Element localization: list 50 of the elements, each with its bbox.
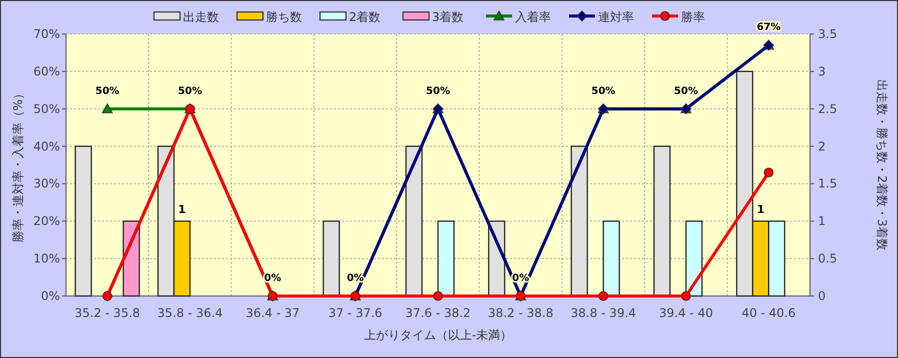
data-label: 67% <box>756 22 781 34</box>
legend-label: 勝ち数 <box>266 10 302 24</box>
y-tick-label: 20% <box>33 214 60 228</box>
y2-tick-label: 2 <box>818 139 826 154</box>
x-tick-label: 38.2 - 38.8 <box>488 306 554 320</box>
y2-tick-label: 0.5 <box>818 252 838 266</box>
y2-tick-label: 3 <box>818 64 826 78</box>
bar <box>74 146 92 297</box>
y-tick-label: 50% <box>33 102 60 116</box>
x-tick-label: 38.8 - 39.4 <box>570 306 636 320</box>
point <box>681 291 691 301</box>
data-label: 50% <box>674 86 698 97</box>
y2-tick-label: 0 <box>818 289 826 303</box>
data-label: 50% <box>178 86 202 97</box>
data-label: 50% <box>95 86 120 97</box>
point <box>764 168 774 178</box>
y2-tick-label: 1 <box>818 214 826 228</box>
legend-label: 2着数 <box>349 10 381 24</box>
x-tick-label: 39.4 - 40 <box>659 306 713 320</box>
x-tick-label: 40 - 40.6 <box>742 306 796 320</box>
y-tick-label: 40% <box>33 139 60 154</box>
legend-label: 出走数 <box>183 10 219 24</box>
y-tick-label: 70% <box>33 27 60 41</box>
bar <box>685 220 703 297</box>
x-tick-label: 35.2 - 35.8 <box>74 306 140 320</box>
data-label: 1 <box>756 203 764 216</box>
x-tick-label: 36.4 - 37 <box>246 306 300 320</box>
data-label: 50% <box>591 86 616 97</box>
y2-tick-label: 2.5 <box>818 102 838 116</box>
y2-tick-label: 1.5 <box>818 176 838 191</box>
point <box>433 291 443 301</box>
y-tick-label: 10% <box>33 252 60 266</box>
x-tick-label: 37 - 37.6 <box>328 306 382 320</box>
legend-label: 勝率 <box>681 10 705 24</box>
legend-label: 入着率 <box>515 10 551 24</box>
x-axis-title: 上がりタイム（以上-未満） <box>364 328 512 342</box>
y-tick-label: 30% <box>33 176 60 191</box>
x-tick-label: 35.8 - 36.4 <box>157 306 223 320</box>
legend-label: 3着数 <box>432 10 464 24</box>
point <box>102 103 113 114</box>
x-tick-label: 37.6 - 38.2 <box>405 306 471 320</box>
point <box>598 291 608 301</box>
y2-axis-title: 出走数・勝ち数・2着数・3着数 <box>875 79 889 251</box>
data-label: 1 <box>178 203 186 216</box>
y-axis-title: 勝率・連対率・入着率（%） <box>11 87 25 243</box>
y-tick-label: 0% <box>40 289 60 303</box>
legend-label: 連対率 <box>598 10 634 24</box>
y-tick-label: 60% <box>33 64 60 78</box>
y2-tick-label: 3.5 <box>818 27 838 41</box>
data-label: 50% <box>426 86 450 97</box>
